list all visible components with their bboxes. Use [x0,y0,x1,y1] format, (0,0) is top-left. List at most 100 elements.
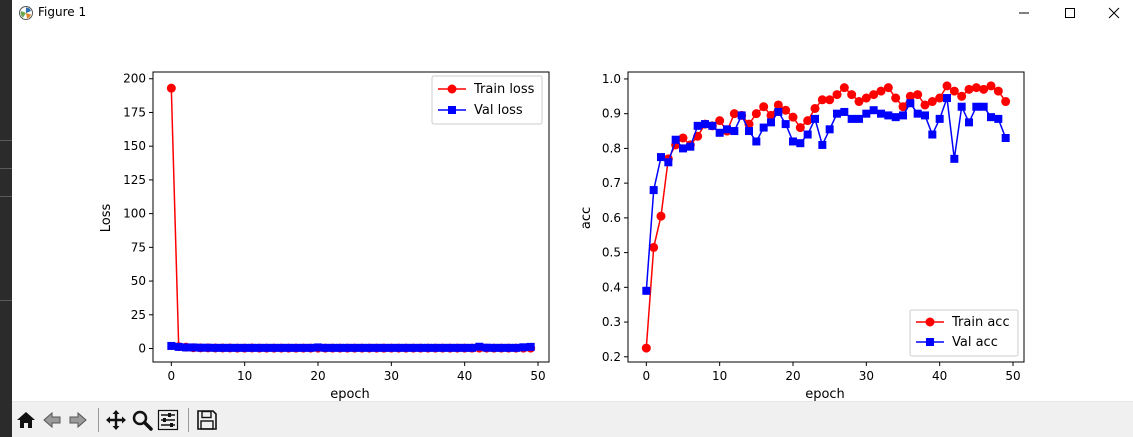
loss-val-loss-point [306,343,315,352]
acc-train-acc-point [678,133,688,143]
loss-val-loss-point [504,343,513,352]
save-button[interactable] [195,407,219,433]
loss-val-loss-point [402,343,410,352]
loss-x-tick-label: 40 [457,369,472,383]
acc-val-acc-point [642,286,651,295]
acc-y-tick-label: 0.5 [602,246,621,260]
acc-val-acc-point [796,139,805,148]
loss-val-loss-point [409,343,418,352]
acc-val-acc-point [847,114,856,123]
legend-train-acc-label: Train acc [951,315,1010,330]
back-button[interactable] [40,407,64,433]
acc-train-acc-point [788,112,798,122]
acc-train-acc-point [920,100,930,110]
acc-val-acc-point [840,107,849,116]
acc-val-acc-point [891,113,900,122]
acc-train-acc-point [825,95,835,105]
minimize-button[interactable] [1001,0,1047,26]
acc-train-acc-point [854,97,864,107]
toolbar-separator [98,408,99,432]
loss-val-loss-point [248,343,256,352]
home-icon [17,412,35,428]
acc-train-acc-point [971,83,981,93]
acc-train-acc-point [832,90,842,100]
acc-val-acc-point [693,121,702,130]
pan-button[interactable] [104,407,128,433]
acc-val-acc-point [825,125,834,134]
legend-train-loss-marker [447,84,457,94]
loss-y-tick-label: 75 [131,240,146,254]
acc-train-acc-point [861,93,871,103]
maximize-button[interactable] [1047,0,1093,26]
acc-val-acc-point [671,135,680,144]
acc-y-tick-label: 0.3 [602,315,621,329]
acc-x-tick-label: 20 [785,369,800,383]
forward-button[interactable] [66,407,90,433]
loss-val-loss-point [174,342,183,351]
loss-val-loss-point [233,343,242,352]
loss-val-loss-point [460,343,469,352]
window-titlebar[interactable]: Figure 1 [12,0,1133,26]
acc-val-acc-point [935,114,944,123]
home-button[interactable] [14,407,38,433]
acc-train-acc-point [715,116,725,126]
loss-val-loss-point [328,343,337,352]
acc-train-acc-point [942,81,952,91]
loss-chart: Loss epoch 0 10 20 30 40 50 0 25 50 75 100 125 150 17… [99,71,550,402]
close-button[interactable] [1091,0,1133,26]
acc-train-acc-point [656,211,666,221]
loss-val-loss-point [240,343,249,352]
loss-y-tick-label: 125 [123,173,146,187]
zoom-button[interactable] [130,407,154,433]
accuracy-chart-frame [627,71,1025,363]
loss-val-loss-point [277,343,286,352]
minimize-icon [1019,12,1029,14]
loss-val-loss-point [482,343,491,352]
acc-train-acc-point [847,90,857,100]
loss-val-loss-point [204,343,212,352]
loss-train-loss-line [170,88,531,349]
loss-val-loss-point [211,343,220,352]
acc-train-acc-point [957,91,967,101]
acc-x-tick-label: 50 [1005,369,1020,383]
loss-val-loss-point [314,343,322,352]
loss-y-tick-label: 150 [123,139,146,153]
acc-train-acc-point [781,105,791,115]
acc-val-acc-point [950,154,959,163]
loss-val-loss-point [336,343,344,352]
close-icon [1108,7,1120,19]
acc-val-acc-point [715,128,724,137]
loss-val-loss-point [431,343,440,352]
acc-train-acc-point [1001,97,1011,107]
loss-chart-ylabel: Loss [99,204,114,233]
acc-val-acc-point [869,106,878,115]
acc-val-acc-point [921,111,929,120]
acc-val-acc-point [774,107,783,116]
acc-train-acc-point [935,93,945,103]
acc-train-acc-point [883,83,893,93]
accuracy-chart: acc epoch 0 10 20 30 40 50 0.2 0.3 0.4 0.5 0.6 0.7 0… [579,71,1025,402]
acc-train-acc-point [905,91,915,101]
acc-val-acc-point [686,142,695,151]
acc-val-acc-point [679,144,687,153]
loss-val-loss-point [358,343,366,352]
loss-val-loss-point [468,343,476,352]
loss-val-loss-point [350,343,359,352]
acc-x-tick-label: 40 [932,369,947,383]
legend-train-loss-label: Train loss [473,82,535,97]
acc-y-tick-label: 0.8 [602,141,621,155]
acc-train-acc-point [876,86,886,96]
acc-train-acc-point [869,90,879,100]
acc-train-acc-point [979,84,989,94]
configure-subplots-button[interactable] [156,407,180,433]
acc-val-acc-point [730,127,739,136]
acc-val-acc-point [877,109,885,118]
loss-val-loss-point [519,343,528,352]
loss-x-tick-label: 30 [384,369,399,383]
app-icon [18,5,34,21]
acc-x-tick-label: 30 [859,369,874,383]
accuracy-chart-legend: Train acc Val acc [909,309,1019,357]
loss-val-loss-point [262,343,271,352]
loss-chart-legend: Train loss Val loss [431,75,543,125]
acc-train-acc-point [927,97,937,107]
